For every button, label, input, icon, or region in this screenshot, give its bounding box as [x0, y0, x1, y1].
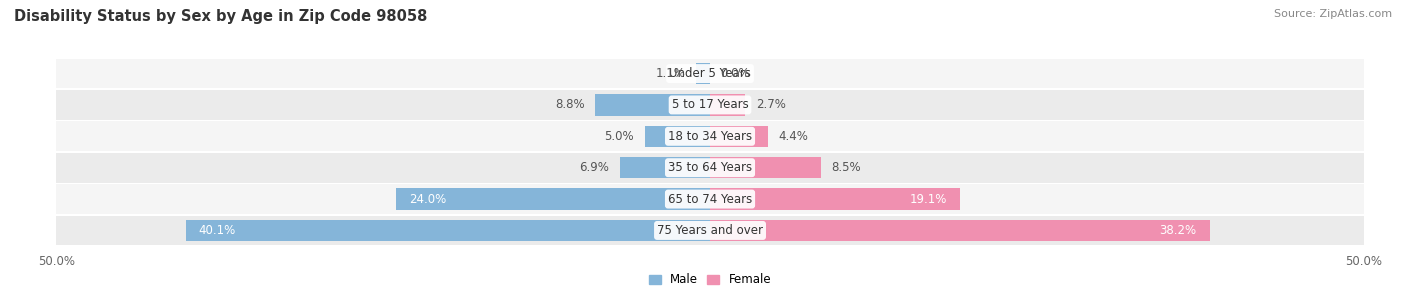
Bar	[710, 126, 768, 147]
Bar	[56, 153, 1364, 183]
Text: 40.1%: 40.1%	[198, 224, 236, 237]
Text: 2.7%: 2.7%	[756, 98, 786, 112]
Text: Under 5 Years: Under 5 Years	[669, 67, 751, 80]
Bar	[56, 59, 1364, 88]
Bar	[710, 157, 821, 178]
Text: 19.1%: 19.1%	[910, 192, 946, 206]
Text: 8.8%: 8.8%	[555, 98, 585, 112]
Text: 38.2%: 38.2%	[1160, 224, 1197, 237]
Bar	[56, 216, 1364, 245]
Bar	[620, 157, 710, 178]
Bar	[710, 94, 745, 116]
Text: 18 to 34 Years: 18 to 34 Years	[668, 130, 752, 143]
Legend: Male, Female: Male, Female	[648, 273, 772, 286]
Bar	[396, 188, 710, 210]
Text: 6.9%: 6.9%	[579, 161, 609, 174]
Bar	[56, 121, 1364, 151]
Text: 8.5%: 8.5%	[831, 161, 862, 174]
Bar	[56, 184, 1364, 214]
Text: 65 to 74 Years: 65 to 74 Years	[668, 192, 752, 206]
Bar	[186, 220, 710, 241]
Bar	[710, 220, 1209, 241]
Bar	[56, 90, 1364, 120]
Text: Source: ZipAtlas.com: Source: ZipAtlas.com	[1274, 9, 1392, 19]
Bar	[595, 94, 710, 116]
Text: 5 to 17 Years: 5 to 17 Years	[672, 98, 748, 112]
Bar	[644, 126, 710, 147]
Text: 4.4%: 4.4%	[778, 130, 808, 143]
Text: 5.0%: 5.0%	[605, 130, 634, 143]
Bar	[710, 188, 960, 210]
Text: Disability Status by Sex by Age in Zip Code 98058: Disability Status by Sex by Age in Zip C…	[14, 9, 427, 24]
Text: 35 to 64 Years: 35 to 64 Years	[668, 161, 752, 174]
Text: 24.0%: 24.0%	[409, 192, 447, 206]
Text: 0.0%: 0.0%	[720, 67, 751, 80]
Bar	[696, 63, 710, 84]
Text: 1.1%: 1.1%	[655, 67, 685, 80]
Text: 75 Years and over: 75 Years and over	[657, 224, 763, 237]
